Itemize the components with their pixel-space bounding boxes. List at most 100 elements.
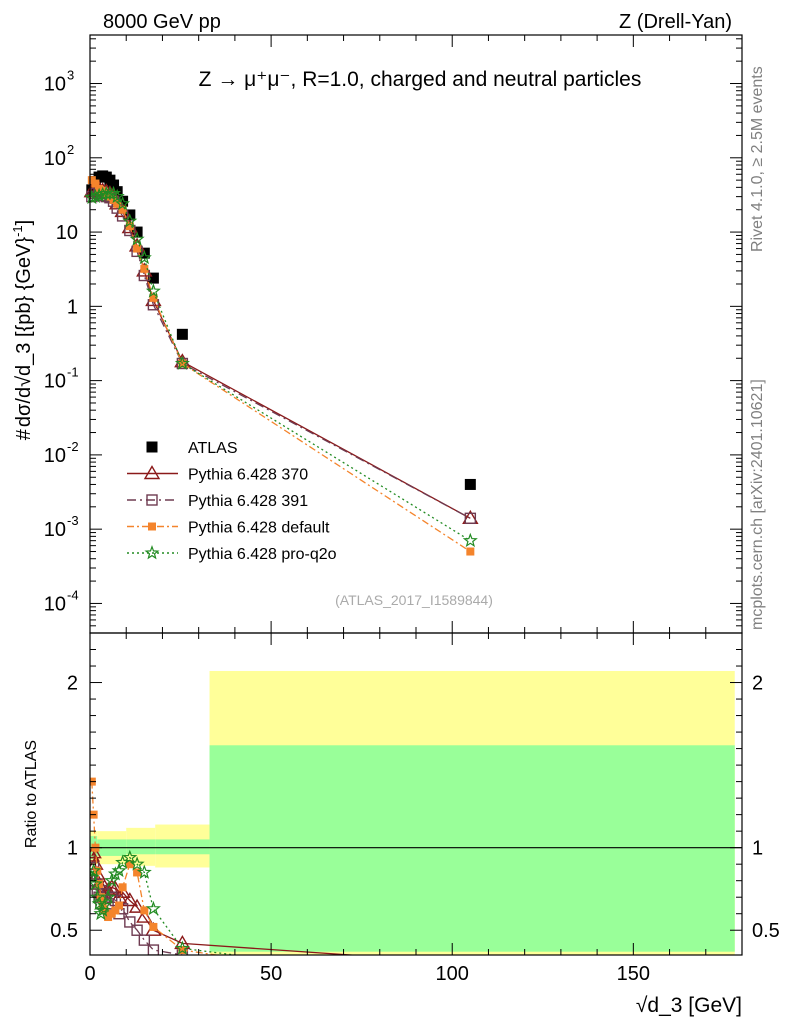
inner-uncertainty-band: [126, 839, 156, 855]
ratio-point: [131, 924, 143, 936]
header-right: Z (Drell-Yan): [619, 11, 732, 33]
series-line: [91, 192, 471, 542]
ratio-point: [129, 856, 145, 871]
main-panel: Z → μ⁺μ⁻, R=1.0, charged and neutral par…: [10, 34, 743, 634]
legend-marker: [146, 494, 158, 506]
main-y-axis-label: #dσ/d√d_3 [{pb} {GeV}-1]: [10, 220, 35, 440]
plot-title: Z → μ⁺μ⁻, R=1.0, charged and neutral par…: [199, 68, 642, 91]
y-tick-exponent: -3: [67, 513, 79, 528]
y-tick-exponent: -4: [67, 587, 79, 602]
legend-marker: [143, 465, 161, 480]
y-tick-label: 10: [44, 371, 66, 393]
ratio-y-tick-label-right: 0.5: [752, 920, 780, 942]
data-point: [118, 205, 127, 214]
ratio-point: [174, 940, 190, 955]
series-pythia-6-428-pro-q2o: [84, 185, 478, 548]
ratio-point: [121, 892, 139, 907]
y-tick-label: 10: [44, 445, 66, 467]
series-atlas: [86, 170, 476, 490]
data-point: [145, 283, 161, 298]
series-line: [91, 192, 471, 519]
ratio-point: [122, 849, 138, 865]
ratio-point: [104, 872, 120, 888]
data-point: [149, 293, 158, 302]
data-point: [136, 249, 152, 265]
data-point: [140, 264, 149, 273]
ratio-point: [124, 916, 136, 928]
ratio-point: [149, 922, 158, 931]
rivet-version-label: Rivet 4.1.0, ≥ 2.5M events: [749, 66, 766, 252]
svg-text:#dσ/d√d_3 [{pb} {GeV}-1]: #dσ/d√d_3 [{pb} {GeV}-1]: [10, 220, 35, 440]
ratio-ticks: 0.5 0.5 1 1 2 2 0 50 100 150: [50, 633, 780, 985]
ratio-point: [107, 866, 123, 881]
ratio-point: [114, 901, 123, 910]
y-tick-exponent: -2: [67, 439, 79, 454]
analysis-watermark: (ATLAS_2017_I1589844): [335, 592, 493, 608]
ratio-y-tick-label-right: 2: [752, 673, 763, 695]
ratio-point: [90, 862, 102, 878]
x-tick-label: 50: [260, 963, 282, 985]
ratio-point: [90, 876, 103, 891]
main-series: [83, 170, 479, 556]
data-point: [102, 185, 118, 200]
x-tick-label: 0: [84, 963, 95, 985]
data-point: [147, 272, 159, 284]
data-point: [113, 199, 122, 208]
legend-label: Pythia 6.428 default: [188, 520, 330, 537]
data-point: [466, 547, 475, 556]
data-point: [117, 195, 129, 207]
data-point: [133, 244, 142, 253]
header-left: 8000 GeV pp: [103, 11, 221, 33]
y-tick-exponent: -1: [67, 365, 79, 380]
legend-label: Pythia 6.428 pro-q2o: [188, 546, 337, 563]
data-point: [91, 179, 100, 188]
data-point: [464, 478, 476, 490]
x-tick-label: 100: [436, 963, 469, 985]
legend-label: ATLAS: [188, 440, 238, 457]
data-point: [109, 188, 125, 204]
legend-entry: Pythia 6.428 370: [127, 465, 308, 484]
ratio-y-tick-label: 2: [67, 673, 78, 695]
legend-entry: Pythia 6.428 default: [127, 520, 330, 537]
ratio-point: [111, 862, 127, 878]
x-axis-label: √d_3 [GeV]: [636, 994, 742, 1017]
ratio-point: [133, 868, 142, 877]
data-point: [464, 512, 477, 525]
ratio-point: [96, 897, 113, 912]
y-tick-label: 10: [44, 593, 66, 615]
y-tick-label: 10: [56, 222, 78, 244]
y-tick-label: 10: [44, 74, 66, 96]
data-point: [129, 231, 145, 246]
ratio-frame: [89, 632, 743, 956]
ratio-y-tick-label: 0.5: [50, 920, 78, 942]
inner-uncertainty-band: [155, 839, 210, 855]
ratio-point: [136, 864, 152, 879]
ratio-line: [91, 856, 240, 955]
y-tick-label: 10: [44, 519, 66, 541]
y-tick-exponent: 3: [67, 68, 74, 83]
legend-marker: [144, 545, 160, 560]
ratio-point: [147, 944, 160, 955]
legend-label: Pythia 6.428 370: [188, 467, 308, 484]
ratio-point: [100, 906, 109, 915]
legend-entry: Pythia 6.428 391: [127, 493, 308, 510]
inner-uncertainty-band: [209, 745, 735, 952]
x-tick-label: 150: [617, 963, 650, 985]
legend-label: Pythia 6.428 391: [188, 493, 308, 510]
data-point: [462, 532, 478, 548]
ratio-point: [118, 883, 127, 892]
data-point: [122, 213, 138, 228]
ratio-point: [90, 847, 101, 862]
legend-marker: [146, 441, 158, 453]
data-point: [176, 328, 188, 340]
legend-marker: [148, 522, 156, 531]
uncertainty-bands: [90, 670, 735, 955]
legend-entry: ATLAS: [146, 440, 238, 457]
ratio-point: [138, 934, 151, 946]
ratio-point: [178, 946, 187, 955]
ratio-pythia-6-428-pro-q2o: [90, 849, 240, 955]
legend-entry: Pythia 6.428 pro-q2o: [127, 545, 337, 563]
data-point: [174, 355, 190, 370]
